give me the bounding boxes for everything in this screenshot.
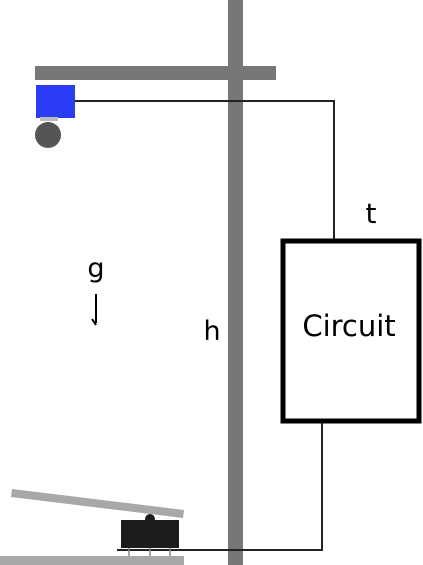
wire-circuit-to-switch xyxy=(117,421,323,551)
falling-ball xyxy=(35,122,61,148)
impact-lever-plate xyxy=(11,489,184,518)
circuit-box xyxy=(280,238,422,424)
circuit-label: Circuit xyxy=(302,309,395,343)
electromagnet-tip xyxy=(40,117,58,121)
gravity-label: g xyxy=(87,253,104,284)
time-label: t xyxy=(366,197,377,230)
wire-magnet-to-circuit xyxy=(75,100,335,241)
height-label: h xyxy=(203,316,220,347)
base-plank xyxy=(0,556,184,565)
contact-switch xyxy=(121,514,179,556)
gravity-arrow-icon xyxy=(91,294,97,326)
top-crossbar xyxy=(35,66,276,80)
vertical-pole xyxy=(228,0,243,565)
electromagnet xyxy=(36,85,75,118)
